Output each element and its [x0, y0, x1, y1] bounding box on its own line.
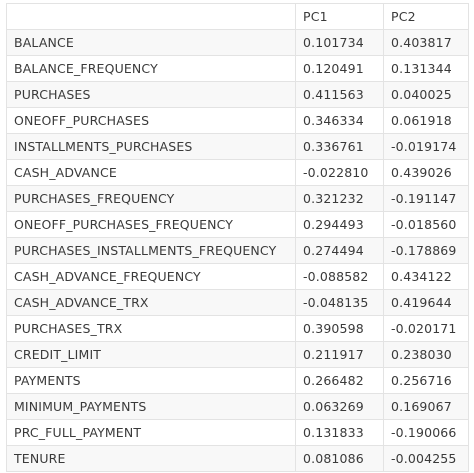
pc2-value-cell: -0.018560 [383, 211, 469, 238]
pc2-value-cell: -0.020171 [383, 315, 469, 342]
row-label-cell: ONEOFF_PURCHASES_FREQUENCY [6, 211, 296, 238]
pc1-value-cell: 0.274494 [295, 237, 384, 264]
row-label-cell: TENURE [6, 445, 296, 472]
table-header: PC1 PC2 [6, 3, 469, 30]
pc2-value-cell: -0.178869 [383, 237, 469, 264]
header-row: PC1 PC2 [6, 3, 469, 30]
pc2-value-cell: 0.238030 [383, 341, 469, 368]
pc1-value-cell: 0.336761 [295, 133, 384, 160]
pc1-value-cell: -0.022810 [295, 159, 384, 186]
table-row: ONEOFF_PURCHASES_FREQUENCY 0.294493 -0.018… [6, 211, 469, 238]
table-row: PURCHASES_TRX 0.390598 -0.020171 [6, 315, 469, 342]
row-label-cell: CASH_ADVANCE [6, 159, 296, 186]
table-row: PRC_FULL_PAYMENT 0.131833 -0.190066 [6, 419, 469, 446]
table-row: ONEOFF_PURCHASES 0.346334 0.061918 [6, 107, 469, 134]
pc2-value-cell: 0.169067 [383, 393, 469, 420]
pc1-value-cell: 0.211917 [295, 341, 384, 368]
pc1-value-cell: 0.321232 [295, 185, 384, 212]
pc1-value-cell: 0.266482 [295, 367, 384, 394]
table-row: TENURE 0.081086 -0.004255 [6, 445, 469, 472]
table-row: CASH_ADVANCE_FREQUENCY -0.088582 0.434122 [6, 263, 469, 290]
table-row: MINIMUM_PAYMENTS 0.063269 0.169067 [6, 393, 469, 420]
row-label-cell: CREDIT_LIMIT [6, 341, 296, 368]
table-row: CASH_ADVANCE -0.022810 0.439026 [6, 159, 469, 186]
table-body: BALANCE 0.101734 0.403817 BALANCE_FREQUENCY… [6, 29, 469, 472]
pc2-value-cell: 0.040025 [383, 81, 469, 108]
pc1-value-cell: 0.346334 [295, 107, 384, 134]
row-label-cell: BALANCE [6, 29, 296, 56]
pc1-value-cell: 0.390598 [295, 315, 384, 342]
table-row: PURCHASES_INSTALLMENTS_FREQUENCY 0.274494… [6, 237, 469, 264]
table-row: BALANCE 0.101734 0.403817 [6, 29, 469, 56]
row-label-cell: PURCHASES_TRX [6, 315, 296, 342]
header-cell-index [6, 3, 296, 30]
table-row: INSTALLMENTS_PURCHASES 0.336761 -0.019174 [6, 133, 469, 160]
table-row: PURCHASES_FREQUENCY 0.321232 -0.191147 [6, 185, 469, 212]
row-label-cell: PURCHASES_INSTALLMENTS_FREQUENCY [6, 237, 296, 264]
row-label-cell: PAYMENTS [6, 367, 296, 394]
pc2-value-cell: 0.131344 [383, 55, 469, 82]
row-label-cell: PRC_FULL_PAYMENT [6, 419, 296, 446]
pc2-value-cell: 0.434122 [383, 263, 469, 290]
row-label-cell: MINIMUM_PAYMENTS [6, 393, 296, 420]
row-label-cell: CASH_ADVANCE_TRX [6, 289, 296, 316]
pca-loadings-table: PC1 PC2 BALANCE 0.101734 0.403817 BALANCE_F… [6, 3, 469, 472]
pc1-value-cell: -0.088582 [295, 263, 384, 290]
pc1-value-cell: 0.131833 [295, 419, 384, 446]
header-cell-pc1: PC1 [295, 3, 384, 30]
row-label-cell: CASH_ADVANCE_FREQUENCY [6, 263, 296, 290]
pc2-value-cell: -0.004255 [383, 445, 469, 472]
table-row: CREDIT_LIMIT 0.211917 0.238030 [6, 341, 469, 368]
row-label-cell: BALANCE_FREQUENCY [6, 55, 296, 82]
pc1-value-cell: 0.063269 [295, 393, 384, 420]
pc2-value-cell: 0.439026 [383, 159, 469, 186]
row-label-cell: ONEOFF_PURCHASES [6, 107, 296, 134]
pc2-value-cell: 0.256716 [383, 367, 469, 394]
table-row: BALANCE_FREQUENCY 0.120491 0.131344 [6, 55, 469, 82]
pc1-value-cell: 0.120491 [295, 55, 384, 82]
row-label-cell: INSTALLMENTS_PURCHASES [6, 133, 296, 160]
pc1-value-cell: 0.294493 [295, 211, 384, 238]
row-label-cell: PURCHASES_FREQUENCY [6, 185, 296, 212]
table-row: CASH_ADVANCE_TRX -0.048135 0.419644 [6, 289, 469, 316]
pc2-value-cell: -0.191147 [383, 185, 469, 212]
table-row: PAYMENTS 0.266482 0.256716 [6, 367, 469, 394]
pc2-value-cell: 0.403817 [383, 29, 469, 56]
pc1-value-cell: -0.048135 [295, 289, 384, 316]
pc2-value-cell: 0.061918 [383, 107, 469, 134]
pc1-value-cell: 0.081086 [295, 445, 384, 472]
row-label-cell: PURCHASES [6, 81, 296, 108]
pc2-value-cell: -0.019174 [383, 133, 469, 160]
pc1-value-cell: 0.101734 [295, 29, 384, 56]
pc1-value-cell: 0.411563 [295, 81, 384, 108]
pc2-value-cell: 0.419644 [383, 289, 469, 316]
header-cell-pc2: PC2 [383, 3, 469, 30]
table-row: PURCHASES 0.411563 0.040025 [6, 81, 469, 108]
pc2-value-cell: -0.190066 [383, 419, 469, 446]
